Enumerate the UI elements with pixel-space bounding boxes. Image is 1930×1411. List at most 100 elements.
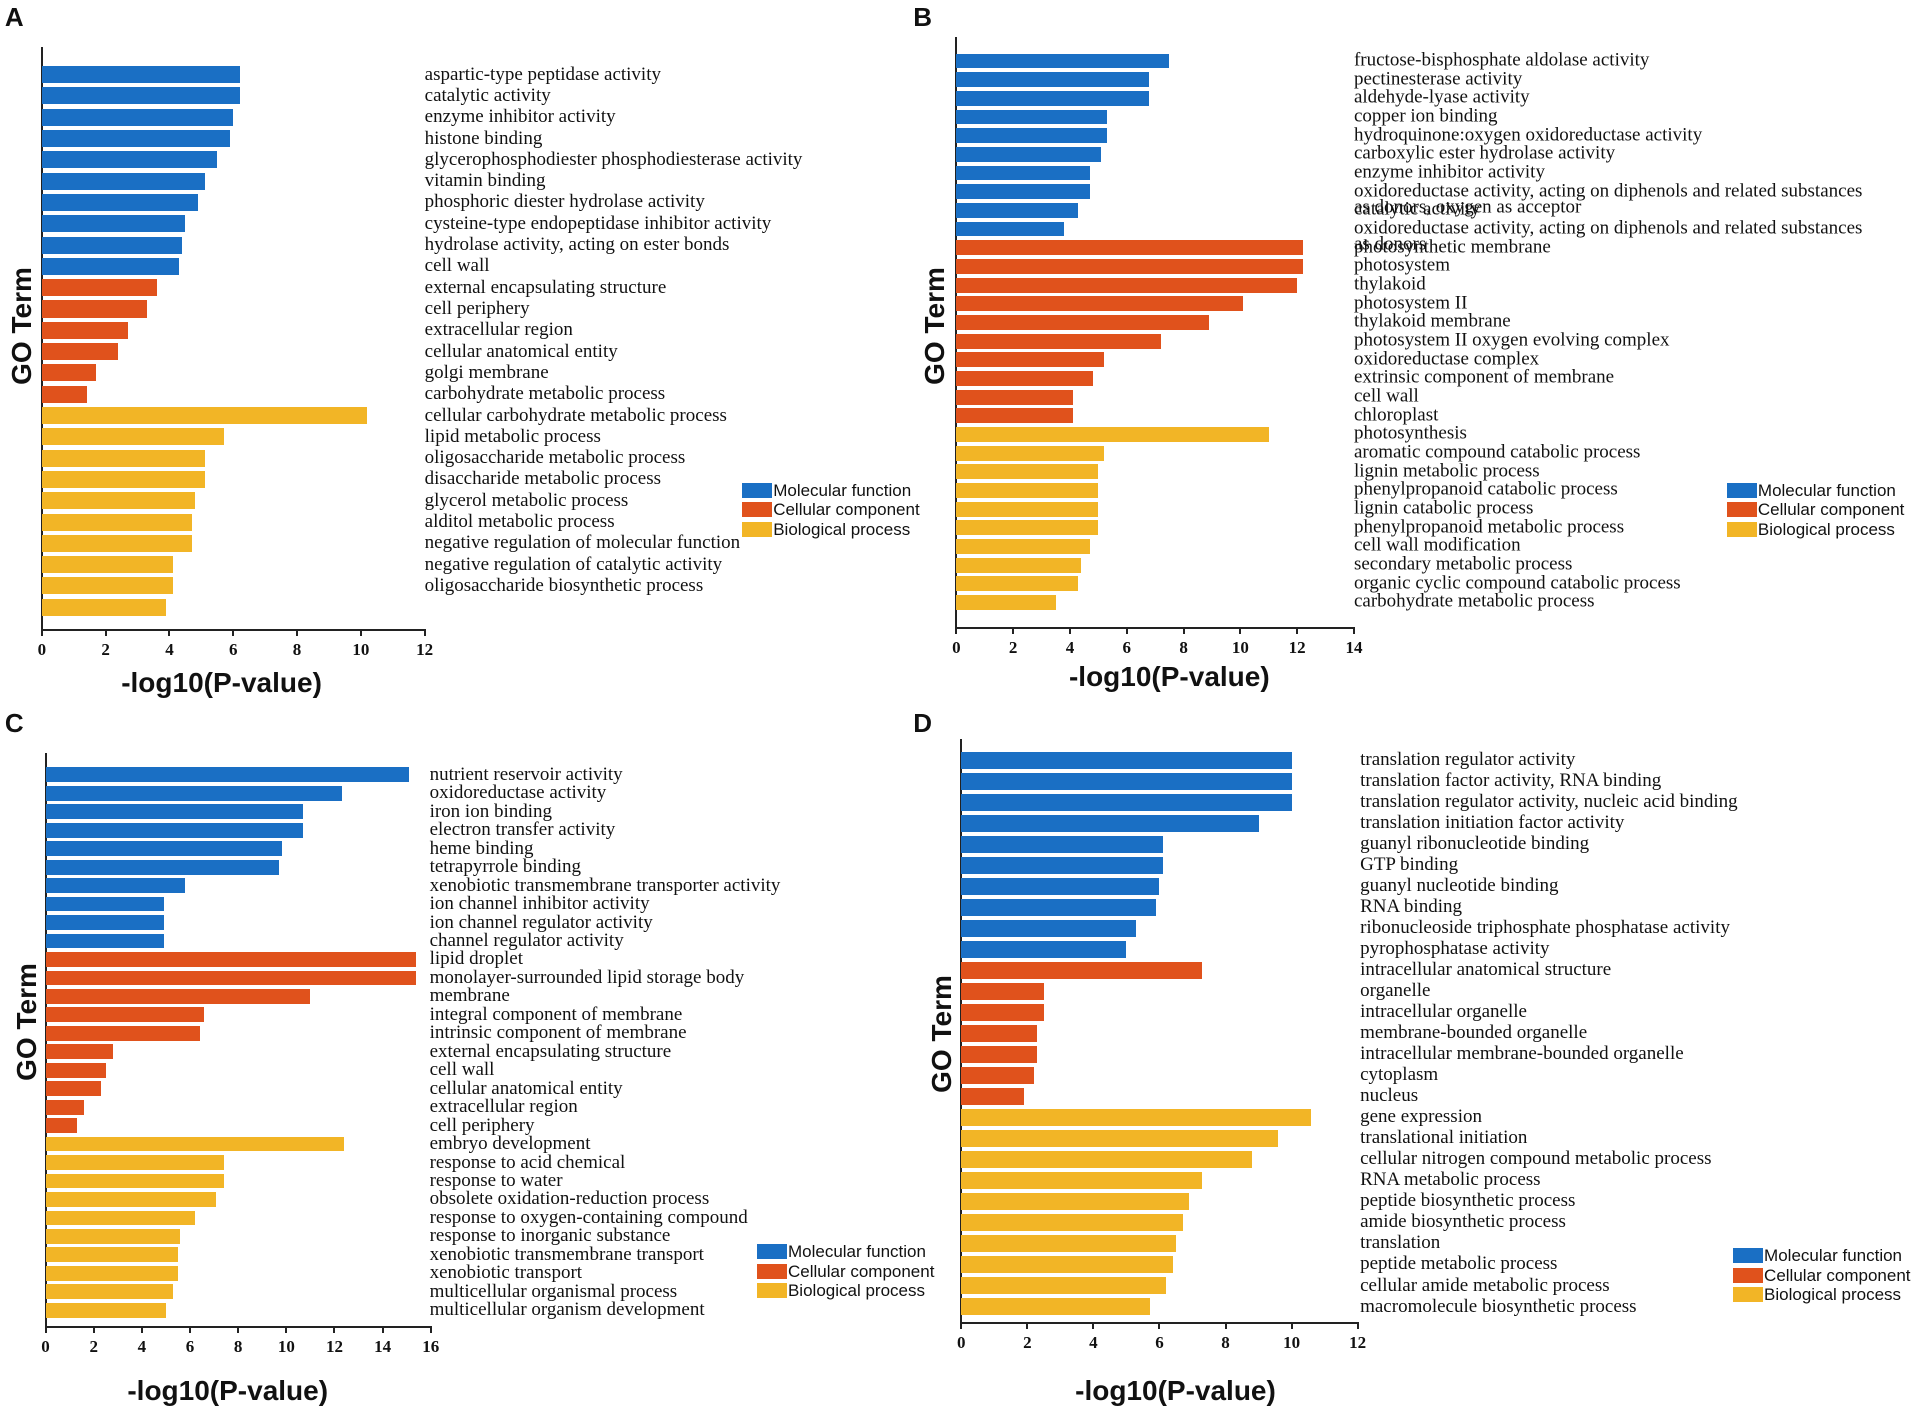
term-label: oligosaccharide biosynthetic process: [424, 574, 704, 596]
bar: [45, 1284, 174, 1300]
x-axis-title: -log10(P-value): [127, 1374, 329, 1406]
term-label: glycerol metabolic process: [424, 489, 629, 511]
term-label: phosphoric diester hydrolase activity: [424, 191, 705, 213]
legend-swatch: [756, 1283, 787, 1299]
term-label: ribonucleoside triphosphate phosphatase …: [1360, 917, 1730, 939]
x-tick: [333, 1326, 336, 1333]
bar: [956, 333, 1161, 349]
bar: [41, 172, 205, 190]
bar: [41, 598, 167, 616]
term-label: carbohydrate metabolic process: [424, 383, 666, 405]
term-label: organic cyclic compound catabolic proces…: [1353, 572, 1681, 594]
term-label: photosystem II oxygen evolving complex: [1353, 329, 1670, 351]
legend-label: Molecular function: [787, 1242, 926, 1262]
bar: [45, 767, 410, 783]
panel-label: B: [913, 2, 933, 33]
term-label: response to oxygen-containing compound: [429, 1206, 748, 1228]
term-label: thylakoid: [1353, 273, 1426, 295]
bar: [45, 952, 417, 967]
term-label: fructose-bisphosphate aldolase activity: [1353, 49, 1650, 71]
x-tick-label: 10: [1283, 1333, 1301, 1353]
term-label: guanyl ribonucleotide binding: [1360, 833, 1590, 855]
bar: [961, 1087, 1025, 1105]
x-tick: [1012, 627, 1015, 634]
x-tick: [423, 630, 426, 637]
bar: [45, 1302, 166, 1318]
x-tick: [1026, 1323, 1029, 1330]
bar: [961, 1066, 1034, 1084]
bar: [956, 445, 1105, 461]
bar: [41, 66, 240, 84]
bar: [961, 1256, 1173, 1273]
term-label: phenylpropanoid catabolic process: [1353, 478, 1618, 500]
term-label: response to acid chemical: [429, 1151, 626, 1173]
bar: [956, 520, 1099, 536]
bar: [41, 257, 179, 275]
x-axis-title: -log10(P-value): [1068, 660, 1270, 692]
bar: [41, 130, 231, 148]
term-label: response to inorganic substance: [429, 1225, 671, 1247]
x-tick: [359, 630, 362, 637]
legend-swatch: [1733, 1248, 1764, 1264]
bar: [45, 1062, 106, 1078]
bar: [45, 1118, 77, 1133]
legend-swatch: [1726, 482, 1757, 498]
term-label: translation initiation factor activity: [1360, 812, 1625, 834]
term-label: cell wall: [1353, 385, 1419, 407]
x-tick: [1092, 1323, 1095, 1330]
x-tick-label: 8: [233, 1336, 243, 1356]
term-label: cysteine-type endopeptidase inhibitor ac…: [424, 212, 772, 234]
bar: [961, 1277, 1167, 1294]
bar: [961, 772, 1292, 790]
x-tick-label: 10: [352, 640, 370, 660]
x-tick-label: 16: [422, 1336, 440, 1356]
x-tick-label: 14: [1345, 637, 1363, 657]
term-label: ion channel inhibitor activity: [429, 892, 650, 914]
bar: [961, 814, 1259, 832]
bar: [45, 1136, 345, 1152]
legend-swatch: [1726, 502, 1757, 517]
bar: [45, 1265, 178, 1281]
x-tick-label: 4: [165, 640, 174, 660]
x-tick: [168, 630, 171, 637]
bar: [961, 919, 1137, 937]
term-label: photosystem II: [1353, 292, 1468, 314]
y-axis-title: GO Term: [919, 267, 951, 386]
x-tick-label: 4: [137, 1336, 147, 1356]
bar: [961, 1003, 1044, 1021]
term-label: gene expression: [1360, 1106, 1482, 1128]
x-tick-label: 10: [277, 1336, 295, 1356]
x-tick: [296, 630, 299, 637]
term-label: pyrophosphatase activity: [1360, 938, 1550, 960]
term-label: macromolecule biosynthetic process: [1360, 1295, 1637, 1317]
bar: [41, 108, 234, 126]
term-label: photosynthetic membrane: [1353, 236, 1551, 258]
bar: [961, 877, 1160, 895]
bar: [956, 389, 1073, 405]
term-label: oxidoreductase activity, acting on diphe…: [1353, 217, 1863, 255]
term-label: external encapsulating structure: [424, 276, 667, 298]
legend-label: Molecular function: [1757, 480, 1896, 500]
term-label: translation factor activity, RNA binding: [1360, 770, 1662, 792]
legend-swatch: [742, 521, 773, 537]
bar: [956, 352, 1105, 368]
x-tick: [1356, 1323, 1359, 1330]
bar: [961, 1193, 1190, 1210]
term-label: copper ion binding: [1353, 105, 1498, 127]
legend-label: Cellular component: [1764, 1265, 1911, 1285]
term-label: photosynthesis: [1353, 422, 1467, 444]
bar: [956, 240, 1303, 256]
x-tick: [44, 1326, 47, 1333]
term-label: cell periphery: [424, 297, 530, 319]
legend-swatch: [742, 502, 773, 517]
term-label: guanyl nucleotide binding: [1360, 875, 1559, 897]
term-label: cytoplasm: [1360, 1064, 1439, 1086]
term-label: nucleus: [1360, 1085, 1419, 1107]
legend-label: Biological process: [773, 519, 911, 539]
term-label: xenobiotic transmembrane transport: [429, 1243, 704, 1265]
bar: [41, 385, 87, 403]
term-label: cell wall: [424, 255, 490, 277]
x-tick: [189, 1326, 191, 1333]
term-label: multicellular organism development: [429, 1299, 705, 1321]
x-tick-label: 2: [1008, 637, 1018, 657]
